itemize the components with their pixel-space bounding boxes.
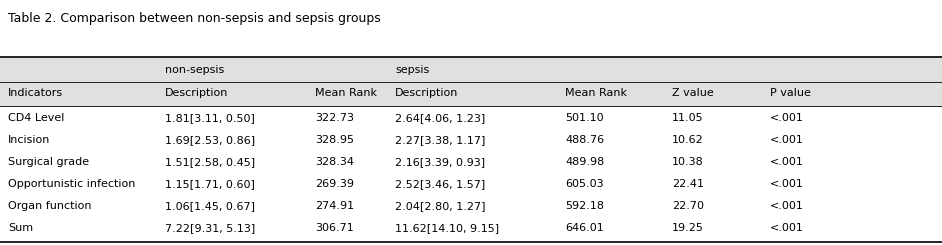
- Text: Description: Description: [395, 88, 459, 98]
- Text: 1.15[1.71, 0.60]: 1.15[1.71, 0.60]: [165, 179, 255, 189]
- Text: <.001: <.001: [770, 223, 804, 233]
- Text: 7.22[9.31, 5.13]: 7.22[9.31, 5.13]: [165, 223, 255, 233]
- Text: 11.05: 11.05: [672, 113, 704, 123]
- Text: 11.62[14.10, 9.15]: 11.62[14.10, 9.15]: [395, 223, 499, 233]
- Text: Opportunistic infection: Opportunistic infection: [8, 179, 136, 189]
- Text: Sum: Sum: [8, 223, 33, 233]
- Text: Mean Rank: Mean Rank: [315, 88, 377, 98]
- Text: 328.34: 328.34: [315, 157, 354, 167]
- Text: 501.10: 501.10: [565, 113, 604, 123]
- Text: Z value: Z value: [672, 88, 714, 98]
- Text: 10.38: 10.38: [672, 157, 704, 167]
- Text: Organ function: Organ function: [8, 201, 91, 211]
- Text: 592.18: 592.18: [565, 201, 604, 211]
- Text: 306.71: 306.71: [315, 223, 354, 233]
- Text: 1.81[3.11, 0.50]: 1.81[3.11, 0.50]: [165, 113, 255, 123]
- Text: non-sepsis: non-sepsis: [165, 65, 224, 75]
- Text: Surgical grade: Surgical grade: [8, 157, 89, 167]
- Text: 328.95: 328.95: [315, 135, 354, 145]
- Text: 2.04[2.80, 1.27]: 2.04[2.80, 1.27]: [395, 201, 485, 211]
- Text: 646.01: 646.01: [565, 223, 604, 233]
- Text: CD4 Level: CD4 Level: [8, 113, 64, 123]
- Text: <.001: <.001: [770, 201, 804, 211]
- Text: 22.70: 22.70: [672, 201, 704, 211]
- Text: <.001: <.001: [770, 179, 804, 189]
- Text: 322.73: 322.73: [315, 113, 354, 123]
- Text: 2.64[4.06, 1.23]: 2.64[4.06, 1.23]: [395, 113, 485, 123]
- Text: 489.98: 489.98: [565, 157, 604, 167]
- Text: 10.62: 10.62: [672, 135, 704, 145]
- Text: 2.27[3.38, 1.17]: 2.27[3.38, 1.17]: [395, 135, 485, 145]
- Text: 2.52[3.46, 1.57]: 2.52[3.46, 1.57]: [395, 179, 485, 189]
- Text: 2.16[3.39, 0.93]: 2.16[3.39, 0.93]: [395, 157, 485, 167]
- Text: sepsis: sepsis: [395, 65, 430, 75]
- Text: 19.25: 19.25: [672, 223, 704, 233]
- Text: 1.69[2.53, 0.86]: 1.69[2.53, 0.86]: [165, 135, 255, 145]
- Text: 1.06[1.45, 0.67]: 1.06[1.45, 0.67]: [165, 201, 255, 211]
- Text: Table 2. Comparison between non-sepsis and sepsis groups: Table 2. Comparison between non-sepsis a…: [8, 12, 381, 25]
- Bar: [0, 57, 942, 106]
- Text: 1.51[2.58, 0.45]: 1.51[2.58, 0.45]: [165, 157, 255, 167]
- Text: 22.41: 22.41: [672, 179, 704, 189]
- Text: 605.03: 605.03: [565, 179, 604, 189]
- Text: <.001: <.001: [770, 113, 804, 123]
- Text: Indicators: Indicators: [8, 88, 63, 98]
- Text: P value: P value: [770, 88, 811, 98]
- Text: Description: Description: [165, 88, 228, 98]
- Text: Mean Rank: Mean Rank: [565, 88, 627, 98]
- Text: <.001: <.001: [770, 135, 804, 145]
- Text: <.001: <.001: [770, 157, 804, 167]
- Text: Incision: Incision: [8, 135, 50, 145]
- Text: 269.39: 269.39: [315, 179, 354, 189]
- Text: 488.76: 488.76: [565, 135, 604, 145]
- Text: 274.91: 274.91: [315, 201, 354, 211]
